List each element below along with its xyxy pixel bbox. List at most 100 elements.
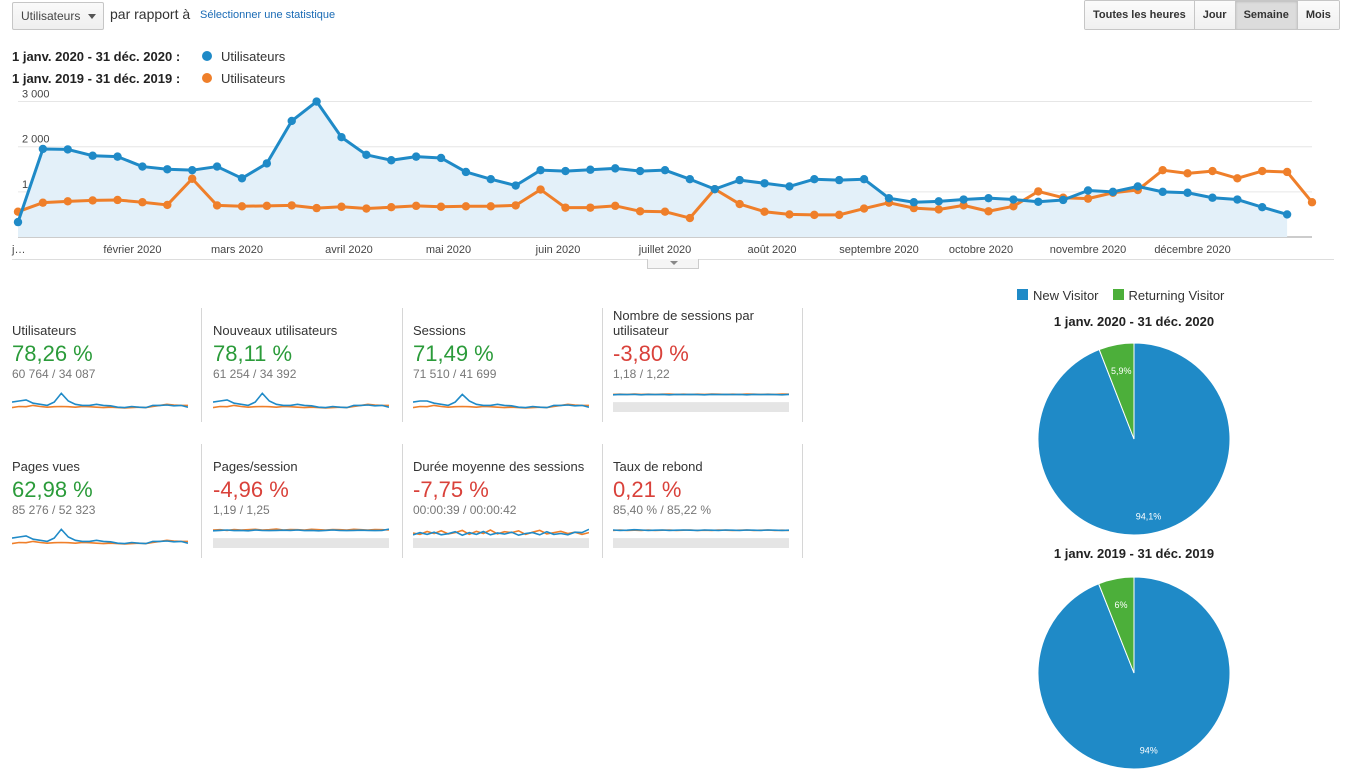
data-point-2019[interactable] — [387, 203, 395, 211]
data-point-2020[interactable] — [163, 165, 171, 173]
data-point-2020[interactable] — [636, 167, 644, 175]
data-point-2020[interactable] — [14, 218, 22, 226]
data-point-2019[interactable] — [760, 208, 768, 216]
data-point-2020[interactable] — [487, 175, 495, 183]
data-point-2020[interactable] — [238, 174, 246, 182]
scorecard[interactable]: Pages/session-4,96 %1,19 / 1,25 — [213, 444, 403, 562]
data-point-2020[interactable] — [312, 97, 320, 105]
data-point-2019[interactable] — [39, 198, 47, 206]
data-point-2020[interactable] — [735, 176, 743, 184]
data-point-2020[interactable] — [760, 179, 768, 187]
data-point-2019[interactable] — [288, 201, 296, 209]
data-point-2019[interactable] — [835, 211, 843, 219]
select-statistic-link[interactable]: Sélectionner une statistique — [200, 9, 335, 21]
data-point-2020[interactable] — [561, 167, 569, 175]
data-point-2019[interactable] — [337, 203, 345, 211]
data-point-2020[interactable] — [959, 195, 967, 203]
data-point-2020[interactable] — [213, 162, 221, 170]
data-point-2019[interactable] — [536, 185, 544, 193]
data-point-2019[interactable] — [138, 198, 146, 206]
period-week-button[interactable]: Semaine — [1236, 1, 1298, 29]
chart-collapse-toggle[interactable] — [647, 259, 699, 269]
data-point-2019[interactable] — [412, 202, 420, 210]
data-point-2020[interactable] — [113, 152, 121, 160]
data-point-2019[interactable] — [935, 205, 943, 213]
data-point-2020[interactable] — [437, 154, 445, 162]
period-hourly-button[interactable]: Toutes les heures — [1085, 1, 1195, 29]
data-point-2019[interactable] — [88, 196, 96, 204]
data-point-2020[interactable] — [288, 117, 296, 125]
data-point-2020[interactable] — [611, 164, 619, 172]
data-point-2019[interactable] — [1308, 198, 1316, 206]
pie-chart-2019[interactable]: 94%6% — [1034, 573, 1234, 773]
data-point-2020[interactable] — [1283, 210, 1291, 218]
data-point-2019[interactable] — [437, 203, 445, 211]
data-point-2020[interactable] — [910, 198, 918, 206]
scorecard[interactable]: Nombre de sessions par utilisateur-3,80 … — [613, 308, 803, 426]
data-point-2019[interactable] — [561, 203, 569, 211]
data-point-2019[interactable] — [1183, 169, 1191, 177]
pie-legend-item[interactable]: Returning Visitor — [1113, 288, 1225, 303]
data-point-2019[interactable] — [362, 204, 370, 212]
data-point-2019[interactable] — [586, 203, 594, 211]
data-point-2020[interactable] — [362, 151, 370, 159]
data-point-2020[interactable] — [138, 162, 146, 170]
data-point-2019[interactable] — [113, 196, 121, 204]
data-point-2020[interactable] — [586, 166, 594, 174]
data-point-2019[interactable] — [487, 202, 495, 210]
data-point-2020[interactable] — [785, 182, 793, 190]
data-point-2020[interactable] — [1109, 188, 1117, 196]
data-point-2019[interactable] — [462, 202, 470, 210]
pie-chart-2020[interactable]: 94,1%5,9% — [1034, 339, 1234, 539]
data-point-2019[interactable] — [735, 200, 743, 208]
data-point-2020[interactable] — [39, 145, 47, 153]
data-point-2020[interactable] — [1158, 188, 1166, 196]
data-point-2019[interactable] — [810, 211, 818, 219]
metric-select[interactable]: Utilisateurs — [12, 2, 104, 30]
data-point-2020[interactable] — [1134, 182, 1142, 190]
data-point-2020[interactable] — [885, 194, 893, 202]
data-point-2020[interactable] — [511, 181, 519, 189]
data-point-2020[interactable] — [835, 176, 843, 184]
period-month-button[interactable]: Mois — [1298, 1, 1339, 29]
data-point-2019[interactable] — [984, 207, 992, 215]
data-point-2019[interactable] — [636, 207, 644, 215]
scorecard[interactable]: Durée moyenne des sessions-7,75 %00:00:3… — [413, 444, 603, 562]
data-point-2019[interactable] — [1233, 174, 1241, 182]
data-point-2019[interactable] — [785, 210, 793, 218]
data-point-2020[interactable] — [1233, 195, 1241, 203]
data-point-2019[interactable] — [1158, 166, 1166, 174]
data-point-2020[interactable] — [536, 166, 544, 174]
data-point-2020[interactable] — [412, 152, 420, 160]
data-point-2019[interactable] — [64, 197, 72, 205]
data-point-2020[interactable] — [810, 175, 818, 183]
data-point-2019[interactable] — [213, 201, 221, 209]
data-point-2019[interactable] — [1208, 167, 1216, 175]
data-point-2020[interactable] — [337, 133, 345, 141]
data-point-2020[interactable] — [1183, 189, 1191, 197]
data-point-2019[interactable] — [860, 204, 868, 212]
data-point-2019[interactable] — [263, 202, 271, 210]
data-point-2019[interactable] — [1084, 194, 1092, 202]
data-point-2019[interactable] — [163, 201, 171, 209]
data-point-2020[interactable] — [1059, 196, 1067, 204]
pie-legend-item[interactable]: New Visitor — [1017, 288, 1099, 303]
data-point-2019[interactable] — [1034, 187, 1042, 195]
data-point-2019[interactable] — [188, 175, 196, 183]
data-point-2019[interactable] — [1283, 168, 1291, 176]
data-point-2020[interactable] — [462, 168, 470, 176]
data-point-2020[interactable] — [1208, 194, 1216, 202]
data-point-2019[interactable] — [611, 202, 619, 210]
period-day-button[interactable]: Jour — [1195, 1, 1236, 29]
data-point-2020[interactable] — [860, 175, 868, 183]
data-point-2019[interactable] — [238, 202, 246, 210]
data-point-2019[interactable] — [661, 208, 669, 216]
data-point-2020[interactable] — [188, 166, 196, 174]
data-point-2019[interactable] — [312, 204, 320, 212]
